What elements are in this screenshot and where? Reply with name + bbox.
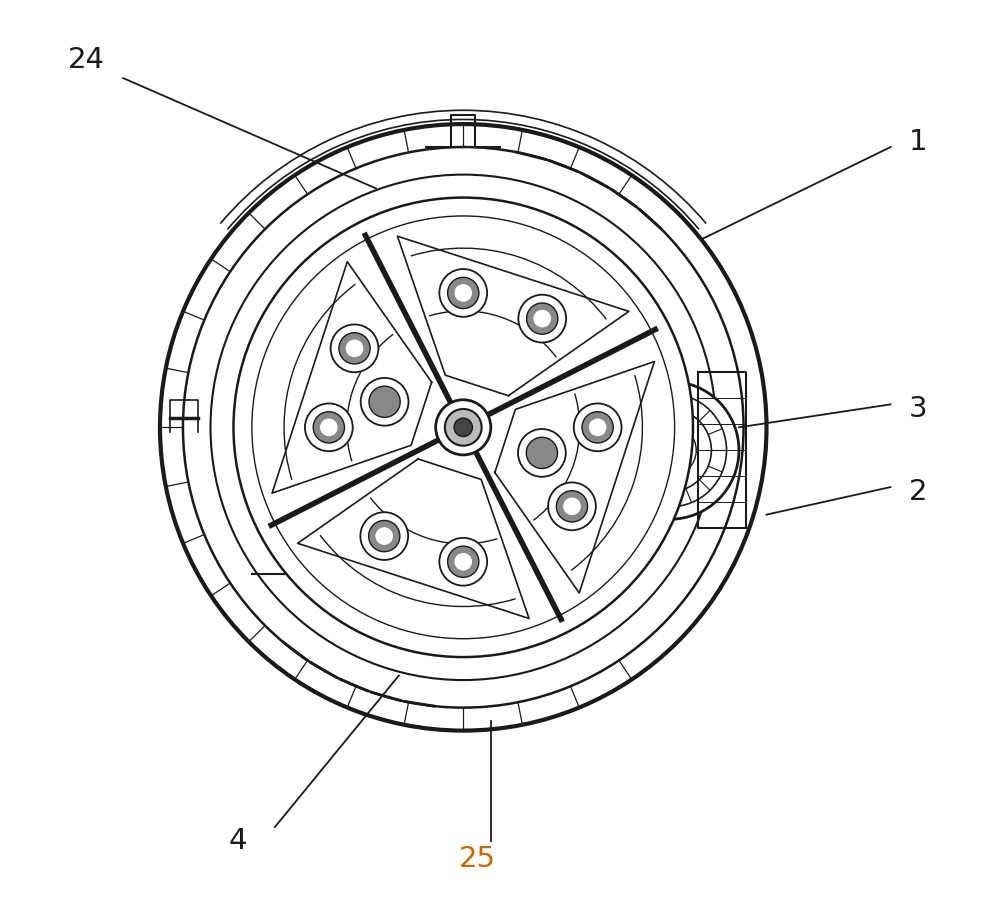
Text: 1: 1 [909,129,927,156]
Circle shape [455,285,472,301]
Circle shape [518,295,566,343]
Circle shape [556,491,588,522]
Circle shape [439,538,487,585]
Circle shape [233,198,693,657]
Circle shape [376,528,393,544]
Text: 24: 24 [68,46,105,74]
Circle shape [346,340,363,357]
Circle shape [582,412,613,443]
Text: 4: 4 [229,827,247,855]
Circle shape [448,278,479,309]
Circle shape [564,498,580,515]
Polygon shape [298,459,529,618]
Circle shape [305,403,353,451]
Circle shape [454,418,472,437]
Circle shape [589,419,606,436]
Circle shape [439,269,487,317]
Text: 2: 2 [909,478,927,505]
Text: 3: 3 [909,395,927,423]
Text: 25: 25 [459,845,496,873]
Circle shape [574,403,622,451]
Circle shape [339,333,370,364]
Circle shape [313,412,344,443]
Circle shape [548,482,596,530]
Circle shape [448,546,479,577]
Polygon shape [272,262,432,494]
Circle shape [455,553,472,570]
Circle shape [360,512,408,560]
Circle shape [361,378,408,425]
Circle shape [518,429,566,477]
Circle shape [601,381,739,519]
Circle shape [331,324,378,372]
Circle shape [160,124,767,731]
Circle shape [321,419,337,436]
Circle shape [526,437,558,469]
Circle shape [527,303,558,335]
Circle shape [445,409,482,446]
Circle shape [534,311,551,327]
Polygon shape [495,361,654,593]
Circle shape [369,520,400,551]
Circle shape [436,400,491,455]
Polygon shape [397,236,629,396]
Circle shape [369,386,400,417]
